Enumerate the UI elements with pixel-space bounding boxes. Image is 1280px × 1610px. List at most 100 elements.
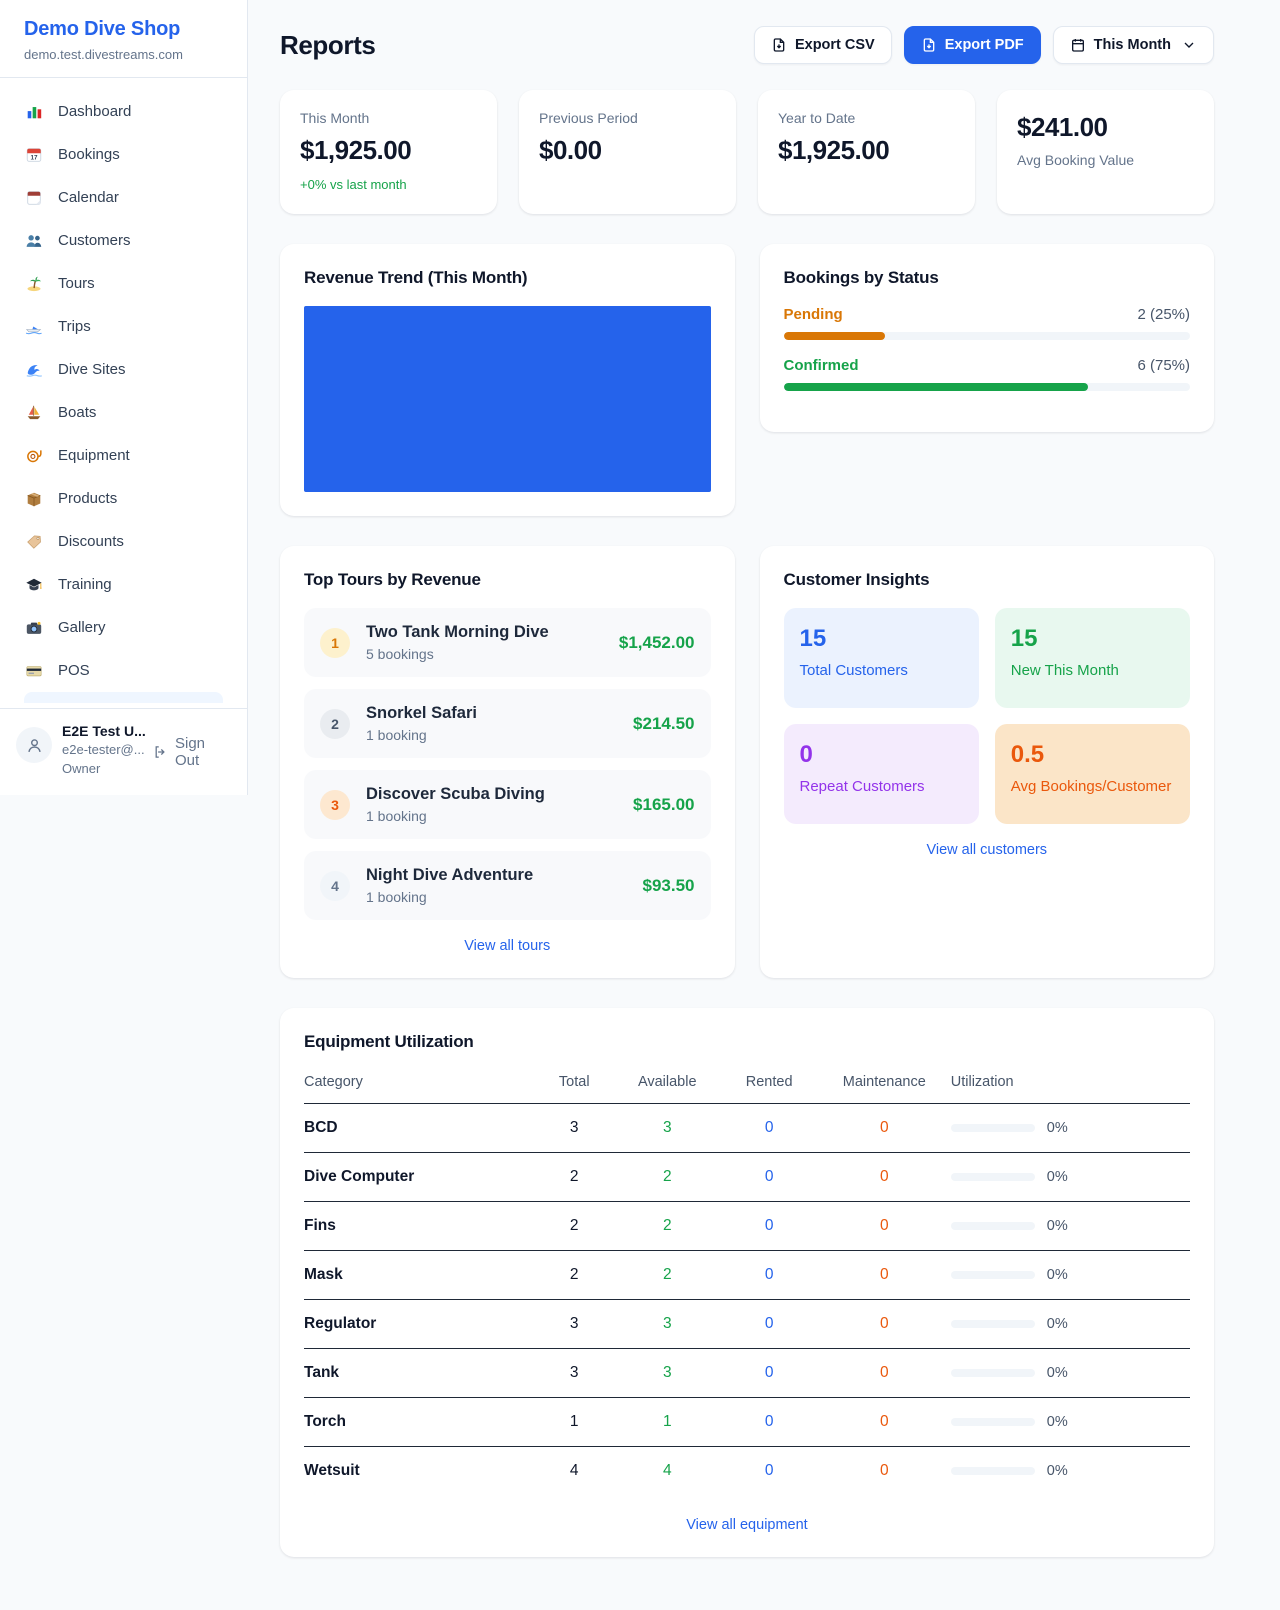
table-row: Torch 1 1 0 0 0% [304,1397,1190,1447]
tour-revenue: $214.50 [633,713,695,733]
export-csv-button[interactable]: Export CSV [753,26,892,64]
brand-name: Demo Dive Shop [24,18,181,40]
table-row: Regulator 3 3 0 0 0% [304,1299,1190,1349]
sidebar-item-dashboard[interactable]: Dashboard [12,90,235,133]
status-row-pending: Pending 2 (25%) [783,306,1190,340]
user-name: E2E Test U... [62,723,146,740]
user-panel: E2E Test U... e2e-tester@... Owner Sign … [0,708,247,795]
bookings-status-title: Bookings by Status [783,268,939,287]
tour-revenue: $165.00 [633,794,695,814]
sidebar-item-label: Calendar [58,189,119,206]
revenue-trend-panel: Revenue Trend (This Month) [280,244,735,516]
col-maintenance: Maintenance [817,1066,951,1104]
tour-row: 4 Night Dive Adventure 1 booking $93.50 [304,851,711,920]
export-pdf-button[interactable]: Export PDF [903,26,1041,64]
chevron-down-icon [1184,42,1194,48]
tours-icon [24,274,44,294]
tile-label: New This Month [1010,662,1119,679]
view-all-equipment-link[interactable]: View all equipment [686,1517,808,1533]
svg-text:17: 17 [30,154,38,161]
sidebar-item-trips[interactable]: Trips [12,305,235,348]
brand: Demo Dive Shop demo.test.divestreams.com [0,0,247,78]
sidebar-item-discounts[interactable]: Discounts [12,520,235,563]
tile-avg-bookings-customer: 0.5 Avg Bookings/Customer [994,724,1190,824]
sidebar-item-label: Boats [58,404,97,421]
table-row: Tank 3 3 0 0 0% [304,1348,1190,1398]
insights-row: Top Tours by Revenue 1 Two Tank Morning … [280,546,1214,978]
sidebar-item-bookings[interactable]: 17 Bookings [12,133,235,176]
stat-value: $241.00 [1017,112,1108,142]
sidebar-item-calendar[interactable]: Calendar [12,176,235,219]
tour-name: Two Tank Morning Dive [366,623,549,641]
discounts-icon [24,532,44,552]
tour-bookings: 5 bookings [366,646,434,662]
view-all-customers-link[interactable]: View all customers [926,842,1048,858]
utilization-pct: 0% [1046,1365,1068,1381]
sidebar-item-pos[interactable]: POS [12,649,235,692]
customers-icon [24,231,44,251]
top-tours-title: Top Tours by Revenue [304,570,481,589]
sidebar-item-label: Equipment [58,447,130,464]
sidebar-item-dive-sites[interactable]: Dive Sites [12,348,235,391]
stat-label: Year to Date [778,110,856,126]
tour-name: Night Dive Adventure [366,866,534,884]
tile-label: Repeat Customers [799,778,925,795]
sidebar-item-gallery[interactable]: Gallery [12,606,235,649]
rank-badge: 4 [320,870,350,901]
sidebar-item-customers[interactable]: Customers [12,219,235,262]
stat-value: $1,925.00 [778,135,890,165]
training-icon [24,575,44,595]
sidebar-item-tours[interactable]: Tours [12,262,235,305]
rank-badge: 2 [320,708,350,739]
utilization-pct: 0% [1046,1414,1068,1430]
status-label: Pending [783,306,843,323]
sidebar-item-boats[interactable]: Boats [12,391,235,434]
stat-card-avg-booking-value: $241.00 Avg Booking Value [997,90,1214,214]
revenue-trend-title: Revenue Trend (This Month) [304,268,528,287]
tile-repeat-customers: 0 Repeat Customers [783,724,979,824]
table-row: Dive Computer 2 2 0 0 0% [304,1152,1190,1202]
rank-badge: 3 [320,789,350,820]
pos-icon [24,661,44,681]
status-count: 2 (25%) [1137,306,1190,323]
utilization-pct: 0% [1046,1316,1068,1332]
tile-total-customers: 15 Total Customers [783,608,979,708]
col-total: Total [534,1066,615,1104]
sidebar-nav: Dashboard 17 Bookings Calendar Customers [0,78,247,703]
rank-badge: 1 [320,627,350,658]
sidebar-item-label: Training [58,576,112,593]
sidebar-item-label: Customers [58,232,131,249]
file-download-icon [773,38,785,52]
bookings-status-panel: Bookings by Status Pending 2 (25%) Confi… [759,244,1214,432]
status-count: 6 (75%) [1137,357,1190,374]
stat-value: $1,925.00 [300,135,412,165]
utilization-bar [950,1467,1035,1475]
stat-label: Avg Booking Value [1017,152,1135,168]
sign-out-button[interactable]: Sign Out [153,735,231,769]
sidebar-item-training[interactable]: Training [12,563,235,606]
sidebar-item-equipment[interactable]: Equipment [12,434,235,477]
sidebar-item-active-peek[interactable] [24,692,223,703]
col-category: Category [304,1066,535,1104]
utilization-pct: 0% [1046,1463,1068,1479]
tile-new-this-month: 15 New This Month [994,608,1190,708]
table-header-row: Category Total Available Rented Maintena… [304,1066,1190,1104]
table-row: BCD 3 3 0 0 0% [304,1103,1190,1153]
tour-revenue: $1,452.00 [618,632,695,652]
equipment-icon [24,446,44,466]
period-dropdown[interactable]: This Month [1052,26,1214,64]
status-progress-track [783,332,1190,340]
utilization-bar [950,1271,1035,1279]
user-meta: E2E Test U... e2e-tester@... Owner [62,721,146,779]
user-email: e2e-tester@... [62,742,145,758]
dive-sites-icon [24,360,44,380]
boats-icon [24,403,44,423]
calendar-icon [24,188,44,208]
col-rented: Rented [720,1066,818,1104]
tile-label: Avg Bookings/Customer [1010,778,1172,795]
view-all-tours-link[interactable]: View all tours [464,938,551,954]
stat-delta: +0% vs last month [300,177,407,192]
utilization-bar [950,1320,1035,1328]
sidebar-item-products[interactable]: Products [12,477,235,520]
status-row-confirmed: Confirmed 6 (75%) [783,357,1190,391]
